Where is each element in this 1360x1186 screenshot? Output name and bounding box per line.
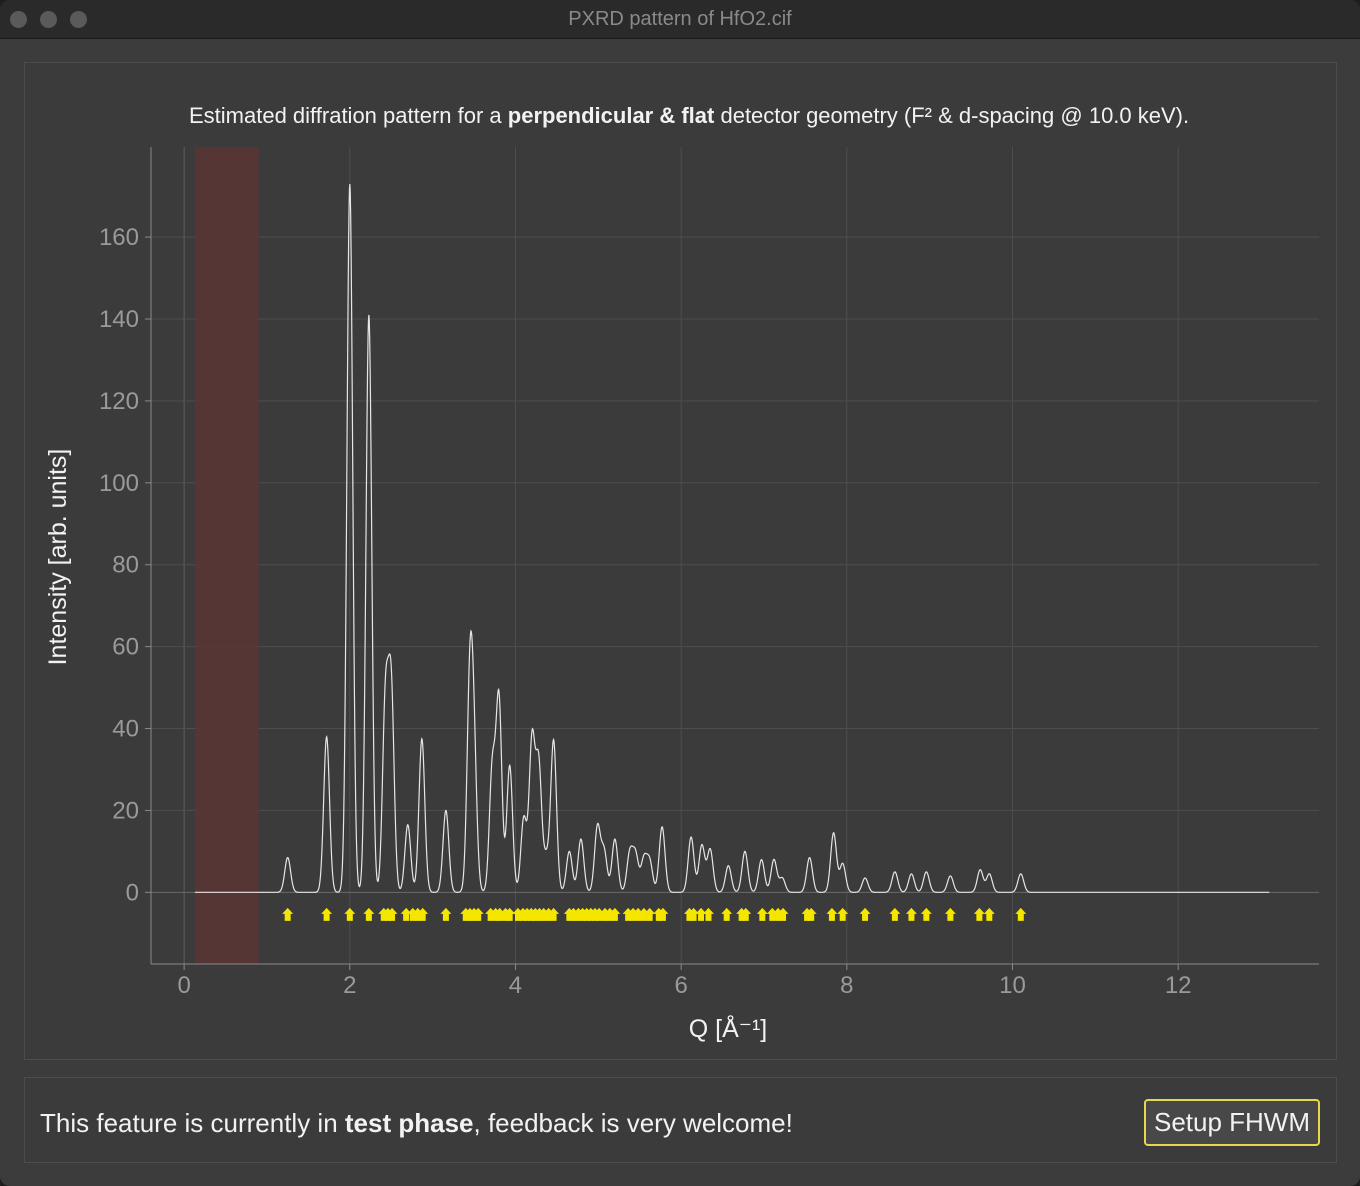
- reflection-marker: [494, 907, 506, 921]
- reflection-marker: [363, 907, 375, 921]
- chart-caption: Estimated diffration pattern for a perpe…: [189, 103, 1189, 129]
- reflection-marker: [721, 907, 733, 921]
- minimize-window-icon[interactable]: [40, 11, 57, 28]
- x-tick-label: 2: [343, 972, 356, 999]
- reflection-marker: [344, 907, 356, 921]
- zoom-window-icon[interactable]: [70, 11, 87, 28]
- reflection-marker: [1015, 907, 1027, 921]
- titlebar: PXRD pattern of HfO2.cif: [0, 0, 1360, 39]
- reflection-marker: [632, 907, 644, 921]
- reflection-marker: [386, 907, 398, 921]
- window-title: PXRD pattern of HfO2.cif: [568, 8, 792, 30]
- intensity-line: [194, 183, 1270, 893]
- close-window-icon[interactable]: [10, 11, 27, 28]
- setup-fhwm-button[interactable]: Setup FHWM: [1144, 1099, 1320, 1146]
- caption-bold: perpendicular & flat: [507, 103, 715, 128]
- x-tick-label: 10: [999, 972, 1026, 999]
- reflection-marker: [859, 907, 871, 921]
- reflection-marker: [548, 907, 560, 921]
- y-tick-label: 80: [112, 552, 139, 579]
- reflection-marker: [944, 907, 956, 921]
- reflection-marker: [472, 907, 484, 921]
- reflection-marker: [695, 907, 707, 921]
- caption-part1: Estimated diffration pattern for a: [189, 103, 508, 128]
- reflection-marker: [638, 907, 650, 921]
- reflection-marker: [889, 907, 901, 921]
- footer-message: This feature is currently in test phase,…: [40, 1108, 793, 1139]
- reflection-marker: [805, 907, 817, 921]
- footer-text-2: , feedback is very welcome!: [473, 1108, 793, 1138]
- x-tick-label: 12: [1165, 972, 1192, 999]
- y-tick-label: 160: [99, 224, 139, 251]
- reflection-marker: [400, 907, 412, 921]
- footer-bold: test phase: [344, 1108, 474, 1138]
- reflection-marker: [973, 907, 985, 921]
- x-tick-label: 4: [509, 972, 522, 999]
- y-tick-label: 40: [112, 716, 139, 743]
- excluded-band: [194, 147, 259, 964]
- reflection-marker: [321, 907, 333, 921]
- axes: [145, 147, 1319, 970]
- grid-lines: [151, 147, 1319, 964]
- y-tick-label: 60: [112, 634, 139, 661]
- reflection-marker: [777, 907, 789, 921]
- reflection-marker: [740, 907, 752, 921]
- reflection-markers: [282, 907, 1027, 921]
- y-axis-label: Intensity [arb. units]: [44, 449, 72, 666]
- y-tick-label: 140: [99, 306, 139, 333]
- reflection-marker: [504, 907, 516, 921]
- reflection-marker: [609, 907, 621, 921]
- reflection-marker: [905, 907, 917, 921]
- footer-panel: This feature is currently in test phase,…: [24, 1077, 1337, 1163]
- reflection-marker: [657, 907, 669, 921]
- reflection-marker: [688, 907, 700, 921]
- x-tick-label: 0: [177, 972, 190, 999]
- reflection-marker: [983, 907, 995, 921]
- reflection-marker: [417, 907, 429, 921]
- reflection-marker: [702, 907, 714, 921]
- footer-text-1: This feature is currently in: [40, 1108, 345, 1138]
- reflection-marker: [826, 907, 838, 921]
- reflection-marker: [282, 907, 294, 921]
- reflection-marker: [766, 907, 778, 921]
- caption-part2: detector geometry (F² & d-spacing @ 10.0…: [714, 103, 1190, 128]
- y-tick-label: 100: [99, 470, 139, 497]
- reflection-marker: [756, 907, 768, 921]
- y-tick-label: 0: [126, 879, 139, 906]
- reflection-marker: [837, 907, 849, 921]
- x-axis-label: Q [Å⁻¹]: [689, 1013, 767, 1043]
- reflection-marker: [644, 907, 656, 921]
- intensity-curve: [194, 183, 1270, 893]
- y-tick-label: 20: [112, 797, 139, 824]
- reflection-marker: [920, 907, 932, 921]
- reflection-marker: [593, 907, 605, 921]
- y-tick-label: 120: [99, 388, 139, 415]
- reflection-marker: [440, 907, 452, 921]
- plot-panel: Estimated diffration pattern for a perpe…: [24, 62, 1337, 1060]
- excluded-region: [194, 147, 259, 964]
- x-tick-label: 6: [674, 972, 687, 999]
- x-tick-label: 8: [840, 972, 853, 999]
